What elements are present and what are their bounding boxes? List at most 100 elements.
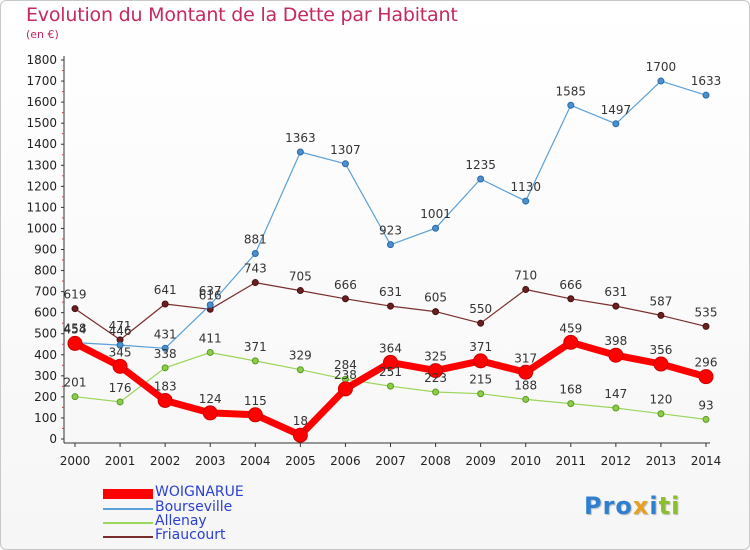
data-point [247,407,263,423]
x-tick-label: 2010 [510,454,541,468]
x-tick-label: 2012 [601,454,632,468]
data-label: 1700 [646,60,677,74]
x-tick-label: 2008 [420,454,451,468]
data-label: 550 [469,302,492,316]
y-tick-label: 800 [34,264,57,278]
y-tick-label: 300 [34,369,57,383]
data-label: 459 [559,321,582,335]
legend-label: Friaucourt [155,527,226,543]
data-point [202,405,218,421]
data-point [702,322,710,330]
data-point [387,241,394,249]
data-label: 631 [604,285,627,299]
data-point [608,347,624,363]
data-point [612,302,620,310]
data-label: 345 [109,345,132,359]
data-label: 605 [424,291,447,305]
x-tick-label: 2007 [375,454,406,468]
legend-label: Allenay [155,513,207,529]
data-label: 641 [154,283,177,297]
data-point [206,348,214,356]
data-label: 666 [334,278,357,292]
x-tick-label: 2009 [465,454,496,468]
data-label: 93 [698,398,713,412]
data-point [383,354,398,370]
data-point [612,120,620,128]
data-point [161,364,169,372]
data-label: 168 [559,383,582,397]
data-label: 115 [244,394,267,408]
data-label: 251 [379,365,402,379]
x-tick-label: 2000 [60,454,91,468]
data-point [296,366,304,374]
data-point [71,393,79,401]
data-label: 923 [379,224,402,238]
data-point [67,335,83,351]
data-label: 284 [334,358,357,372]
x-tick-label: 2004 [240,454,271,468]
data-point [698,369,714,385]
data-label: 124 [199,392,222,406]
data-label: 1633 [691,74,722,88]
y-tick-label: 1700 [26,74,57,88]
data-label: 666 [559,278,582,292]
data-label: 1497 [601,103,632,117]
chart-subtitle: (en €) [26,28,59,41]
data-label: 364 [379,341,402,355]
data-label: 587 [649,294,672,308]
data-point [116,341,124,349]
data-point [477,390,485,398]
data-label: 411 [199,331,222,345]
data-point [432,224,440,232]
data-label: 1307 [330,143,361,157]
data-label: 881 [244,233,267,247]
legend-label: WOIGNARUE [155,484,244,500]
data-label: 1585 [556,84,587,98]
data-point [567,400,575,408]
data-point [657,410,665,418]
data-point [518,364,534,380]
legend-swatch [103,489,153,499]
data-label: 431 [154,327,177,341]
data-point [251,250,259,258]
data-label: 616 [199,288,222,302]
x-tick-label: 2005 [285,454,316,468]
x-tick-label: 2003 [195,454,226,468]
y-tick-label: 200 [34,390,57,404]
data-point [522,395,530,403]
data-point [161,300,169,308]
data-label: 18 [293,414,308,428]
data-label: 371 [244,340,267,354]
y-tick-label: 1000 [26,221,57,235]
data-point [296,148,304,156]
data-label: 471 [109,319,132,333]
data-label: 188 [514,378,537,392]
data-label: 446 [109,324,132,338]
y-tick-label: 0 [49,432,57,446]
data-label: 215 [469,373,492,387]
data-label: 535 [695,305,718,319]
legend-swatch [103,536,153,538]
data-label: 329 [289,349,312,363]
data-label: 1363 [285,131,316,145]
data-point [702,415,710,423]
data-label: 458 [64,322,87,336]
chart-title: Evolution du Montant de la Dette par Hab… [26,4,458,26]
x-tick-label: 2011 [556,454,587,468]
y-tick-label: 1800 [26,53,57,67]
data-label: 1001 [420,207,451,221]
data-label: 238 [334,368,357,382]
y-tick-label: 100 [34,411,57,425]
data-point [522,197,530,205]
data-point [251,357,259,365]
data-point [522,286,530,294]
data-label: 201 [64,376,87,390]
y-tick-label: 600 [34,306,57,320]
data-label: 743 [244,262,267,276]
data-label: 325 [424,350,447,364]
data-label: 631 [379,285,402,299]
data-point [657,77,665,85]
data-label: 454 [64,322,87,336]
